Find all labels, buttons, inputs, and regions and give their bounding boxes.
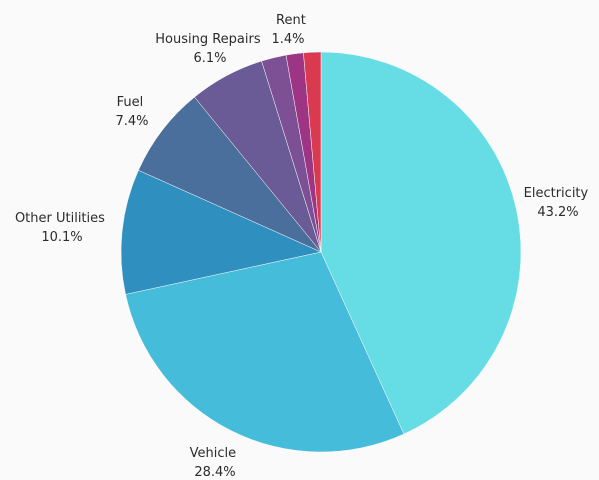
label-rent-value: 1.4%: [271, 32, 304, 47]
label-rent: Rent 1.4%: [271, 13, 309, 47]
label-electricity-value: 43.2%: [537, 205, 578, 220]
pie-slice-electricity: [320, 51, 522, 435]
label-housing-repairs-value: 6.1%: [193, 51, 226, 66]
pie-slice-other-unlabeled: [303, 51, 322, 253]
label-other-utilities: Other Utilities 10.1%: [15, 211, 109, 245]
pie-slice-vehicle: [125, 251, 405, 453]
pie-slice-other-utilities: [120, 169, 322, 295]
label-fuel-value: 7.4%: [115, 114, 148, 129]
label-housing-repairs: Housing Repairs 6.1%: [155, 32, 265, 66]
label-electricity-name: Electricity: [524, 186, 589, 201]
pie-labels: Electricity 43.2% Vehicle 28.4% Other Ut…: [15, 13, 593, 480]
label-vehicle: Vehicle 28.4%: [190, 446, 241, 480]
label-vehicle-value: 28.4%: [194, 465, 235, 480]
label-vehicle-name: Vehicle: [190, 446, 237, 461]
label-rent-name: Rent: [276, 13, 306, 28]
label-other-utilities-name: Other Utilities: [15, 211, 105, 226]
label-fuel: Fuel 7.4%: [115, 95, 148, 129]
label-fuel-name: Fuel: [117, 95, 144, 110]
label-other-utilities-value: 10.1%: [41, 230, 82, 245]
label-housing-repairs-name: Housing Repairs: [155, 32, 261, 47]
pie-slices: [120, 51, 522, 453]
label-electricity: Electricity 43.2%: [524, 186, 593, 220]
